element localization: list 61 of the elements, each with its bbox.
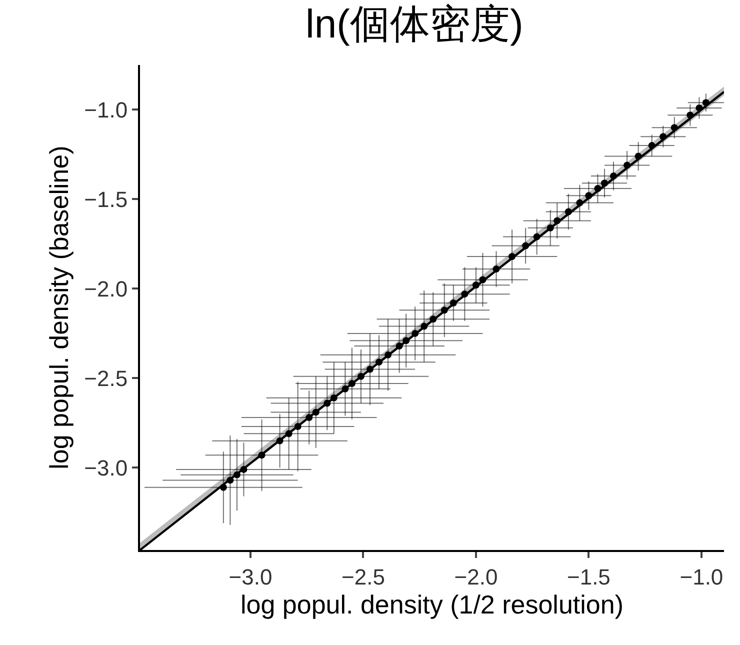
point bbox=[276, 437, 284, 444]
point bbox=[522, 242, 530, 250]
chart-title: ln(個体密度) bbox=[306, 2, 524, 47]
point bbox=[348, 380, 356, 388]
point bbox=[670, 124, 678, 132]
point bbox=[366, 366, 374, 373]
point bbox=[450, 300, 457, 307]
point bbox=[660, 133, 667, 140]
point bbox=[306, 414, 313, 422]
point bbox=[546, 224, 554, 232]
point bbox=[610, 172, 618, 180]
point bbox=[508, 252, 516, 260]
point bbox=[233, 471, 240, 478]
point bbox=[396, 342, 403, 350]
x-tick-label: −1.0 bbox=[680, 564, 724, 590]
y-tick-label: −2.5 bbox=[84, 366, 128, 391]
x-tick-label: −2.5 bbox=[342, 564, 385, 590]
point bbox=[634, 152, 642, 160]
point bbox=[585, 192, 592, 200]
point bbox=[492, 266, 500, 273]
point bbox=[702, 99, 710, 106]
point bbox=[554, 217, 561, 224]
y-tick-label: −1.0 bbox=[84, 97, 128, 122]
point bbox=[240, 466, 248, 473]
point bbox=[420, 322, 428, 330]
point bbox=[533, 233, 540, 240]
y-tick-label: −3.0 bbox=[84, 455, 128, 480]
x-axis-title: log popul. density (1/2 resolution) bbox=[240, 589, 624, 620]
point bbox=[357, 372, 364, 380]
point bbox=[412, 330, 419, 337]
point bbox=[686, 112, 694, 119]
point bbox=[285, 430, 292, 438]
point bbox=[226, 476, 234, 484]
point bbox=[330, 394, 338, 402]
point bbox=[696, 104, 703, 112]
point bbox=[258, 452, 266, 459]
point bbox=[624, 162, 631, 169]
point bbox=[220, 484, 227, 491]
point bbox=[342, 385, 349, 392]
x-tick-label: −3.0 bbox=[228, 564, 272, 590]
point bbox=[648, 142, 656, 150]
point bbox=[430, 316, 437, 323]
point bbox=[564, 208, 572, 216]
y-tick-label: −2.0 bbox=[84, 276, 128, 302]
point bbox=[294, 423, 302, 430]
point bbox=[402, 337, 410, 344]
point bbox=[594, 184, 602, 192]
point bbox=[376, 358, 383, 366]
x-tick-label: −1.5 bbox=[566, 564, 610, 590]
y-axis-title: log popul. density (baseline) bbox=[44, 146, 74, 470]
point bbox=[384, 351, 392, 358]
point bbox=[472, 282, 480, 289]
point bbox=[600, 180, 608, 187]
point bbox=[312, 408, 320, 416]
x-tick-label: −2.0 bbox=[454, 564, 498, 590]
point bbox=[440, 306, 448, 314]
y-tick-label: −1.5 bbox=[84, 186, 128, 212]
point bbox=[576, 199, 584, 206]
point bbox=[461, 290, 468, 298]
point bbox=[324, 400, 331, 407]
point bbox=[479, 276, 486, 284]
